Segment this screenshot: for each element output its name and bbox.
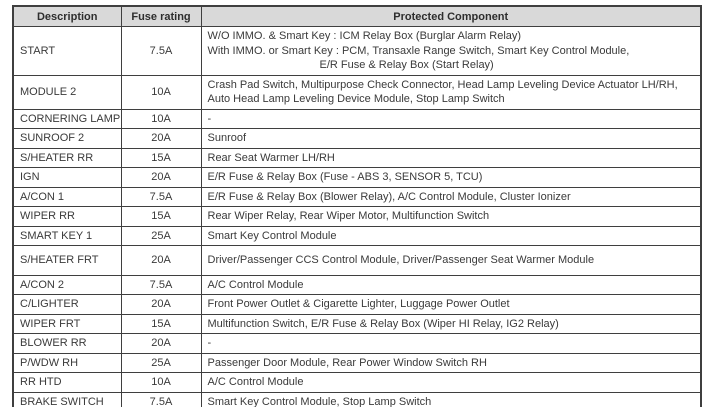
table-row: BLOWER RR 20A -	[12, 333, 702, 354]
fuse-rating-cell: 20A	[120, 333, 202, 354]
protected-component-cell: A/C Control Module	[200, 274, 702, 295]
fuse-rating-cell: 15A	[120, 147, 202, 168]
description-cell: S/HEATER FRT	[12, 245, 122, 276]
protected-component-line: Crash Pad Switch, Multipurpose Check Con…	[207, 78, 678, 91]
fuse-rating-cell: 7.5A	[120, 26, 202, 76]
description-cell: WIPER FRT	[12, 313, 122, 334]
description-cell: A/CON 2	[12, 274, 122, 295]
description-cell: SUNROOF 2	[12, 128, 122, 149]
protected-component-line: Passenger Door Module, Rear Power Window…	[207, 356, 487, 369]
table-row: WIPER FRT 15A Multifunction Switch, E/R Fu…	[12, 313, 702, 334]
fuse-rating-cell: 20A	[120, 167, 202, 188]
description-cell: CORNERING LAMP	[12, 108, 122, 129]
column-header-description: Description	[12, 5, 122, 27]
table-row: SMART KEY 1 25A Smart Key Control Module	[12, 225, 702, 246]
protected-component-line: Driver/Passenger CCS Control Module, Dri…	[207, 254, 595, 266]
protected-component-cell: E/R Fuse & Relay Box (Blower Relay), A/C…	[200, 186, 702, 207]
table-row: A/CON 1 7.5A E/R Fuse & Relay Box (Blower …	[12, 186, 702, 207]
fuse-rating-cell: 25A	[120, 352, 202, 373]
description-cell: WIPER RR	[12, 206, 122, 227]
protected-component-cell: Smart Key Control Module, Stop Lamp Swit…	[200, 391, 702, 407]
table-row: C/LIGHTER 20A Front Power Outlet & Cigaret…	[12, 294, 702, 315]
table-row: S/HEATER RR 15A Rear Seat Warmer LH/RH	[12, 147, 702, 168]
fuse-rating-cell: 10A	[120, 74, 202, 110]
protected-component-line: Auto Head Lamp Leveling Device Module, S…	[207, 93, 505, 105]
protected-component-line: A/C Control Module	[207, 376, 304, 388]
description-cell: SMART KEY 1	[12, 225, 122, 246]
description-cell: START	[12, 26, 122, 76]
table-row: P/WDW RH 25A Passenger Door Module, Rear P…	[12, 352, 702, 373]
description-cell: C/LIGHTER	[12, 294, 122, 315]
protected-component-cell: -	[200, 108, 702, 129]
protected-component-cell: A/C Control Module	[200, 372, 702, 393]
table-row: BRAKE SWITCH 7.5A Smart Key Control Module…	[12, 391, 702, 407]
protected-component-line: Rear Wiper Relay, Rear Wiper Motor, Mult…	[207, 210, 490, 222]
description-cell: RR HTD	[12, 372, 122, 393]
protected-component-line: Smart Key Control Module, Stop Lamp Swit…	[207, 395, 432, 407]
table-header-row: Description Fuse rating Protected Componen…	[12, 5, 702, 27]
protected-component-line: A/C Control Module	[207, 278, 304, 291]
protected-component-line: Rear Seat Warmer LH/RH	[207, 151, 335, 164]
protected-component-cell: E/R Fuse & Relay Box (Fuse - ABS 3, SENS…	[200, 167, 702, 188]
fuse-rating-cell: 25A	[120, 225, 202, 246]
protected-component-line: Sunroof	[207, 132, 247, 144]
table-row: A/CON 2 7.5A A/C Control Module	[12, 274, 702, 295]
description-cell: BLOWER RR	[12, 333, 122, 354]
protected-component-cell: Sunroof	[200, 128, 702, 149]
description-cell: S/HEATER RR	[12, 147, 122, 168]
protected-component-line: Multifunction Switch, E/R Fuse & Relay B…	[207, 317, 559, 330]
table-row: START 7.5A W/O IMMO. & Smart Key : ICM Rel…	[12, 26, 702, 76]
fuse-rating-cell: 15A	[120, 313, 202, 334]
protected-component-cell: Rear Wiper Relay, Rear Wiper Motor, Mult…	[200, 206, 702, 227]
description-cell: MODULE 2	[12, 74, 122, 110]
table-row: S/HEATER FRT 20A Driver/Passenger CCS Cont…	[12, 245, 702, 276]
protected-component-cell: Rear Seat Warmer LH/RH	[200, 147, 702, 168]
protected-component-cell: -	[200, 333, 702, 354]
fuse-rating-cell: 20A	[120, 294, 202, 315]
protected-component-line: E/R Fuse & Relay Box (Fuse - ABS 3, SENS…	[207, 171, 483, 183]
description-cell: P/WDW RH	[12, 352, 122, 373]
protected-component-cell: Driver/Passenger CCS Control Module, Dri…	[200, 245, 702, 276]
table-row: CORNERING LAMP 10A -	[12, 108, 702, 129]
fuse-rating-cell: 20A	[120, 245, 202, 276]
fuse-rating-cell: 20A	[120, 128, 202, 149]
protected-component-line: Front Power Outlet & Cigarette Lighter, …	[207, 298, 510, 310]
table-row: RR HTD 10A A/C Control Module	[12, 372, 702, 393]
protected-component-line: Smart Key Control Module	[207, 229, 337, 242]
protected-component-cell: W/O IMMO. & Smart Key : ICM Relay Box (B…	[200, 26, 702, 76]
description-cell: BRAKE SWITCH	[12, 391, 122, 407]
protected-component-cell: Multifunction Switch, E/R Fuse & Relay B…	[200, 313, 702, 334]
protected-component-cell: Passenger Door Module, Rear Power Window…	[200, 352, 702, 373]
protected-component-line: -	[207, 337, 212, 349]
protected-component-line: -	[207, 112, 212, 125]
fuse-rating-cell: 10A	[120, 372, 202, 393]
description-cell: A/CON 1	[12, 186, 122, 207]
fuse-rating-cell: 10A	[120, 108, 202, 129]
description-cell: IGN	[12, 167, 122, 188]
table-row: MODULE 2 10A Crash Pad Switch, Multipurpos…	[12, 74, 702, 110]
fuse-rating-cell: 15A	[120, 206, 202, 227]
protected-component-line: E/R Fuse & Relay Box (Start Relay)	[319, 59, 494, 71]
protected-component-cell: Smart Key Control Module	[200, 225, 702, 246]
protected-component-line: E/R Fuse & Relay Box (Blower Relay), A/C…	[207, 190, 571, 203]
table-row: SUNROOF 2 20A Sunroof	[12, 128, 702, 149]
fuse-rating-cell: 7.5A	[120, 186, 202, 207]
protected-component-line: With IMMO. or Smart Key : PCM, Transaxle…	[207, 44, 630, 57]
protected-component-cell: Crash Pad Switch, Multipurpose Check Con…	[200, 74, 702, 110]
table-row: IGN 20A E/R Fuse & Relay Box (Fuse - ABS 3…	[12, 167, 702, 188]
protected-component-cell: Front Power Outlet & Cigarette Lighter, …	[200, 294, 702, 315]
column-header-fuse-rating: Fuse rating	[120, 5, 202, 27]
table-body: START 7.5A W/O IMMO. & Smart Key : ICM Rel…	[12, 26, 702, 407]
table-row: WIPER RR 15A Rear Wiper Relay, Rear Wiper …	[12, 206, 702, 227]
fuse-rating-cell: 7.5A	[120, 391, 202, 407]
fuse-table: Description Fuse rating Protected Componen…	[12, 5, 702, 407]
protected-component-line: W/O IMMO. & Smart Key : ICM Relay Box (B…	[207, 30, 522, 42]
column-header-protected-component: Protected Component	[200, 5, 702, 27]
fuse-rating-cell: 7.5A	[120, 274, 202, 295]
